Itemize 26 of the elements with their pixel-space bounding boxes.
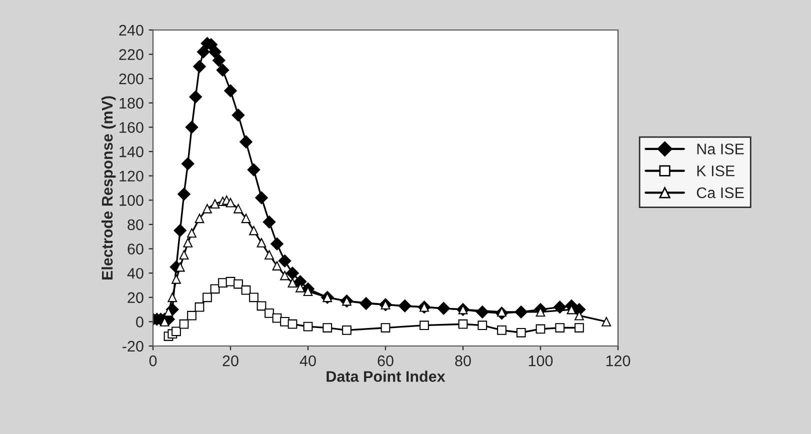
x-tick-label: 20 bbox=[222, 355, 238, 366]
x-axis-title: Data Point Index bbox=[326, 370, 446, 382]
y-tick-label: 60 bbox=[128, 244, 144, 254]
y-tick-label: 160 bbox=[120, 122, 144, 133]
y-tick-label: 40 bbox=[127, 268, 144, 279]
x-tick-label: 80 bbox=[455, 355, 471, 366]
y-axis-title: Electrode Response (mV) bbox=[101, 96, 116, 280]
y-tick-label: 0 bbox=[136, 316, 144, 328]
y-tick-label: -20 bbox=[122, 340, 144, 352]
y-tick-label: 100 bbox=[120, 195, 144, 206]
y-tick-label: 240 bbox=[119, 24, 144, 36]
legend-label: Ca ISE bbox=[696, 187, 744, 198]
y-tick-label: 180 bbox=[120, 98, 144, 109]
y-tick-label: 140 bbox=[120, 146, 144, 158]
x-tick-label: 120 bbox=[606, 355, 630, 366]
x-tick-label: 100 bbox=[528, 355, 553, 366]
y-tick-label: 80 bbox=[128, 219, 144, 230]
x-tick-label: 0 bbox=[149, 355, 157, 366]
legend-label: K ISE bbox=[697, 165, 735, 176]
x-tick-label: 60 bbox=[378, 355, 394, 366]
y-tick-label: 200 bbox=[119, 73, 144, 84]
y-tick-label: 20 bbox=[128, 292, 144, 304]
legend-label: Na ISE bbox=[697, 144, 744, 154]
x-tick-label: 40 bbox=[300, 355, 316, 366]
y-tick-label: 120 bbox=[120, 170, 144, 182]
y-tick-label: 220 bbox=[119, 49, 144, 60]
